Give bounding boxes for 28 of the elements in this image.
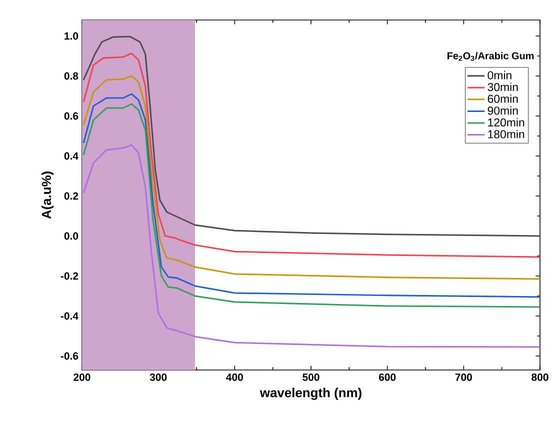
y-tick-label: 0.8 (64, 72, 78, 80)
y-tick-label: 0.2 (64, 192, 78, 200)
y-tick-label: -0.2 (60, 272, 78, 280)
x-tick-label: 300 (150, 374, 167, 381)
y-tick-label: 0.6 (64, 112, 78, 120)
legend-label: 30min (488, 82, 518, 92)
line-series (82, 52, 540, 258)
legend-title: Fe$_{2}$O$_{3}$/Arabic Gum (448, 52, 534, 61)
y-tick-label: 1.0 (64, 32, 78, 40)
line-series (82, 36, 540, 237)
y-tick-label: 0.0 (64, 232, 78, 240)
x-tick-label: 500 (302, 374, 320, 381)
x-axis-title: wavelength (nm) (260, 388, 362, 400)
line-series (82, 144, 540, 348)
x-tick-label: 600 (378, 374, 396, 381)
x-tick-label: 700 (455, 374, 472, 381)
y-tick-label: -0.6 (60, 352, 78, 360)
legend-label: 0min (488, 70, 512, 80)
legend-label: 90min (488, 106, 518, 115)
legend-label: 60min (488, 94, 518, 103)
legend-label: 120min (488, 118, 524, 126)
x-tick-label: 200 (74, 374, 90, 381)
x-tick-label: 400 (226, 374, 243, 381)
x-tick-label: 800 (532, 374, 548, 381)
legend-label: 180min (488, 130, 524, 138)
y-axis-title: A(a.u%) (42, 172, 54, 219)
y-tick-label: -0.4 (60, 312, 78, 320)
y-tick-label: 0.4 (64, 152, 78, 160)
